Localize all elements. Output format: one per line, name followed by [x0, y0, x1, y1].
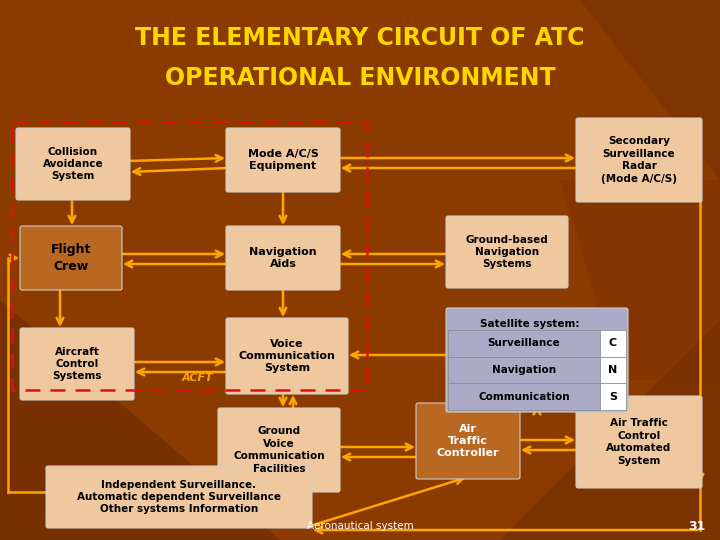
Text: Aeronautical system: Aeronautical system [307, 521, 413, 531]
Text: Flight
Crew: Flight Crew [51, 244, 91, 273]
FancyBboxPatch shape [226, 318, 348, 394]
Text: Surveillance: Surveillance [487, 339, 560, 348]
FancyBboxPatch shape [600, 383, 626, 410]
FancyBboxPatch shape [576, 396, 702, 488]
FancyBboxPatch shape [446, 216, 568, 288]
Text: Mode A/C/S
Equipment: Mode A/C/S Equipment [248, 149, 318, 171]
FancyBboxPatch shape [600, 356, 626, 383]
FancyBboxPatch shape [576, 118, 702, 202]
Text: C: C [609, 339, 617, 348]
Text: S: S [609, 392, 617, 402]
Polygon shape [0, 300, 280, 540]
FancyBboxPatch shape [600, 330, 626, 356]
Text: Air Traffic
Control
Automated
System: Air Traffic Control Automated System [606, 418, 672, 465]
Text: Aircraft
Control
Systems: Aircraft Control Systems [53, 347, 102, 381]
FancyBboxPatch shape [16, 128, 130, 200]
Text: ACFT: ACFT [182, 373, 214, 383]
FancyBboxPatch shape [448, 383, 600, 410]
Polygon shape [560, 180, 720, 380]
FancyBboxPatch shape [218, 408, 340, 492]
Text: N: N [608, 365, 618, 375]
Text: Ground-based
Navigation
Systems: Ground-based Navigation Systems [466, 234, 549, 269]
FancyBboxPatch shape [448, 356, 600, 383]
Text: Navigation
Aids: Navigation Aids [249, 247, 317, 269]
FancyBboxPatch shape [20, 226, 122, 290]
Text: Air
Traffic
Controller: Air Traffic Controller [437, 423, 499, 458]
Text: Communication: Communication [478, 392, 570, 402]
Text: 31: 31 [688, 519, 706, 532]
Text: Satellite system:: Satellite system: [480, 319, 580, 329]
FancyBboxPatch shape [46, 466, 312, 528]
FancyBboxPatch shape [226, 128, 340, 192]
Text: Collision
Avoidance
System: Collision Avoidance System [42, 146, 103, 181]
FancyBboxPatch shape [20, 328, 134, 400]
FancyBboxPatch shape [416, 403, 520, 479]
Text: OPERATIONAL ENVIRONMENT: OPERATIONAL ENVIRONMENT [165, 66, 555, 90]
FancyBboxPatch shape [446, 308, 628, 412]
Text: Navigation: Navigation [492, 365, 556, 375]
FancyBboxPatch shape [226, 226, 340, 290]
Text: Voice
Communication
System: Voice Communication System [238, 339, 336, 373]
FancyBboxPatch shape [448, 330, 600, 356]
Polygon shape [500, 320, 720, 540]
Polygon shape [580, 0, 720, 180]
Text: THE ELEMENTARY CIRCUIT OF ATC: THE ELEMENTARY CIRCUIT OF ATC [135, 26, 585, 50]
Text: Secondary
Surveillance
Radar
(Mode A/C/S): Secondary Surveillance Radar (Mode A/C/S… [601, 137, 677, 184]
Text: Ground
Voice
Communication
Facilities: Ground Voice Communication Facilities [233, 427, 325, 474]
Text: Independent Surveillance.
Automatic dependent Surveillance
Other systems Informa: Independent Surveillance. Automatic depe… [77, 480, 281, 515]
